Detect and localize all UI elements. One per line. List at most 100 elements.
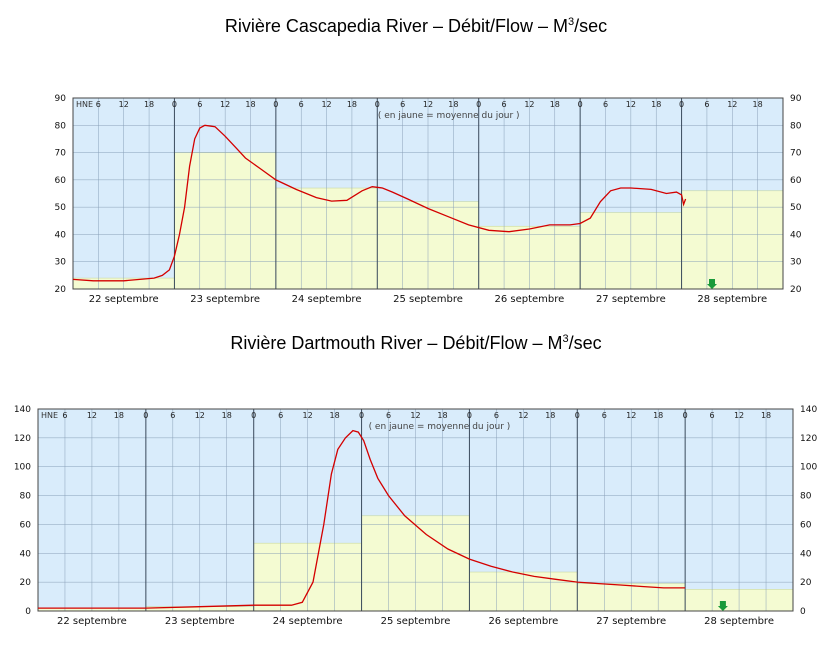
hour-tick-label: 6 (603, 100, 608, 109)
y-tick-label-right: 140 (800, 405, 817, 415)
y-tick-label-left: 50 (55, 203, 67, 213)
y-tick-label-left: 30 (55, 258, 67, 268)
hour-tick-label: 18 (651, 100, 661, 109)
y-tick-label-right: 100 (800, 463, 817, 473)
y-tick-label-right: 70 (790, 149, 802, 159)
day-label: 24 septembre (273, 616, 343, 627)
y-tick-label-left: 20 (20, 578, 32, 588)
hour-tick-label: 6 (62, 411, 67, 420)
hour-tick-label: 12 (220, 100, 230, 109)
y-tick-label-right: 60 (800, 520, 812, 530)
hour-tick-label: 18 (330, 411, 340, 420)
day-label: 25 septembre (393, 294, 463, 305)
y-tick-label-right: 90 (790, 94, 802, 104)
hour-tick-label: 6 (502, 100, 507, 109)
hour-tick-label: 0 (683, 411, 688, 420)
day-label: 22 septembre (57, 616, 127, 627)
day-label: 25 septembre (381, 616, 451, 627)
y-tick-label-right: 20 (790, 285, 802, 295)
legend-note: ( en jaune = moyenne du jour ) (378, 111, 520, 121)
day-label: 26 septembre (488, 616, 558, 627)
y-tick-label-left: 80 (20, 492, 32, 502)
chart-1: 6 12 18 0 6 12 18 0 6 12 18 0 6 12 18 0 6 12 18 0 6 12 18 0 6 12 1… (55, 94, 802, 305)
y-tick-label-right: 40 (800, 549, 812, 559)
hour-tick-label: 0 (143, 411, 148, 420)
current-time-marker (707, 279, 717, 289)
y-tick-label-left: 40 (20, 549, 32, 559)
hour-tick-label: 18 (550, 100, 560, 109)
y-tick-label-left: 40 (55, 230, 67, 240)
hour-tick-label: 18 (761, 411, 771, 420)
hour-tick-label: 12 (303, 411, 313, 420)
day-label: 28 septembre (704, 616, 774, 627)
hour-tick-label: 18 (245, 100, 255, 109)
y-tick-label-right: 40 (790, 230, 802, 240)
hour-tick-label: 12 (87, 411, 97, 420)
hour-tick-label: 6 (278, 411, 283, 420)
hour-tick-label: 12 (626, 100, 636, 109)
flow-series-line (72, 124, 687, 282)
hour-tick-label: 0 (375, 100, 380, 109)
hour-tick-label: 6 (400, 100, 405, 109)
hour-tick-label: 12 (524, 100, 534, 109)
y-tick-label-left: 60 (20, 520, 32, 530)
hour-tick-label: 0 (172, 100, 177, 109)
y-tick-label-left: 120 (14, 434, 31, 444)
hour-tick-label: 12 (734, 411, 744, 420)
current-time-marker (717, 601, 728, 611)
legend-note: ( en jaune = moyenne du jour ) (369, 422, 511, 432)
hour-tick-label: 18 (545, 411, 555, 420)
day-label: 24 septembre (292, 294, 362, 305)
flow-series-line (38, 429, 686, 609)
hour-tick-label: 18 (347, 100, 357, 109)
y-tick-label-left: 70 (55, 149, 67, 159)
day-label: 27 septembre (596, 616, 666, 627)
hour-tick-label: 18 (448, 100, 458, 109)
y-tick-label-right: 0 (800, 607, 806, 617)
y-tick-label-right: 60 (790, 176, 802, 186)
y-tick-label-left: 60 (55, 176, 67, 186)
y-tick-label-right: 20 (800, 578, 812, 588)
hour-tick-label: 0 (476, 100, 481, 109)
hour-tick-label: 18 (653, 411, 663, 420)
hour-tick-label: 12 (626, 411, 636, 420)
y-tick-label-right: 120 (800, 434, 817, 444)
y-tick-label-right: 50 (790, 203, 802, 213)
hour-tick-label: 6 (494, 411, 499, 420)
hour-tick-label: 0 (467, 411, 472, 420)
hour-tick-label: 18 (437, 411, 447, 420)
hour-tick-label: 12 (518, 411, 528, 420)
hour-tick-label: 18 (144, 100, 154, 109)
hour-tick-label: 18 (222, 411, 232, 420)
y-tick-label-left: 0 (25, 607, 31, 617)
hne-label: HNE (41, 411, 58, 420)
hour-tick-label: 12 (410, 411, 420, 420)
day-label: 23 septembre (165, 616, 235, 627)
plot-border (37, 408, 794, 612)
hour-tick-label: 18 (753, 100, 763, 109)
hour-tick-label: 0 (273, 100, 278, 109)
hour-tick-label: 18 (114, 411, 124, 420)
hour-tick-label: 6 (299, 100, 304, 109)
hour-tick-label: 6 (602, 411, 607, 420)
day-label: 23 septembre (190, 294, 260, 305)
y-tick-label-left: 140 (14, 405, 31, 415)
y-tick-label-right: 80 (790, 121, 802, 131)
hour-tick-label: 6 (197, 100, 202, 109)
hour-tick-label: 6 (704, 100, 709, 109)
y-tick-label-right: 80 (800, 492, 812, 502)
hour-tick-label: 12 (423, 100, 433, 109)
hour-tick-label: 0 (578, 100, 583, 109)
hour-tick-label: 6 (170, 411, 175, 420)
day-label: 26 septembre (495, 294, 565, 305)
hour-tick-label: 0 (679, 100, 684, 109)
chart-2-title: Rivière Dartmouth River – Débit/Flow – M… (230, 333, 602, 353)
day-label: 27 septembre (596, 294, 666, 305)
y-tick-label-left: 100 (14, 463, 31, 473)
hour-tick-label: 6 (96, 100, 101, 109)
hour-tick-label: 12 (321, 100, 331, 109)
hour-tick-label: 0 (251, 411, 256, 420)
hour-tick-label: 12 (727, 100, 737, 109)
day-label: 28 septembre (697, 294, 767, 305)
